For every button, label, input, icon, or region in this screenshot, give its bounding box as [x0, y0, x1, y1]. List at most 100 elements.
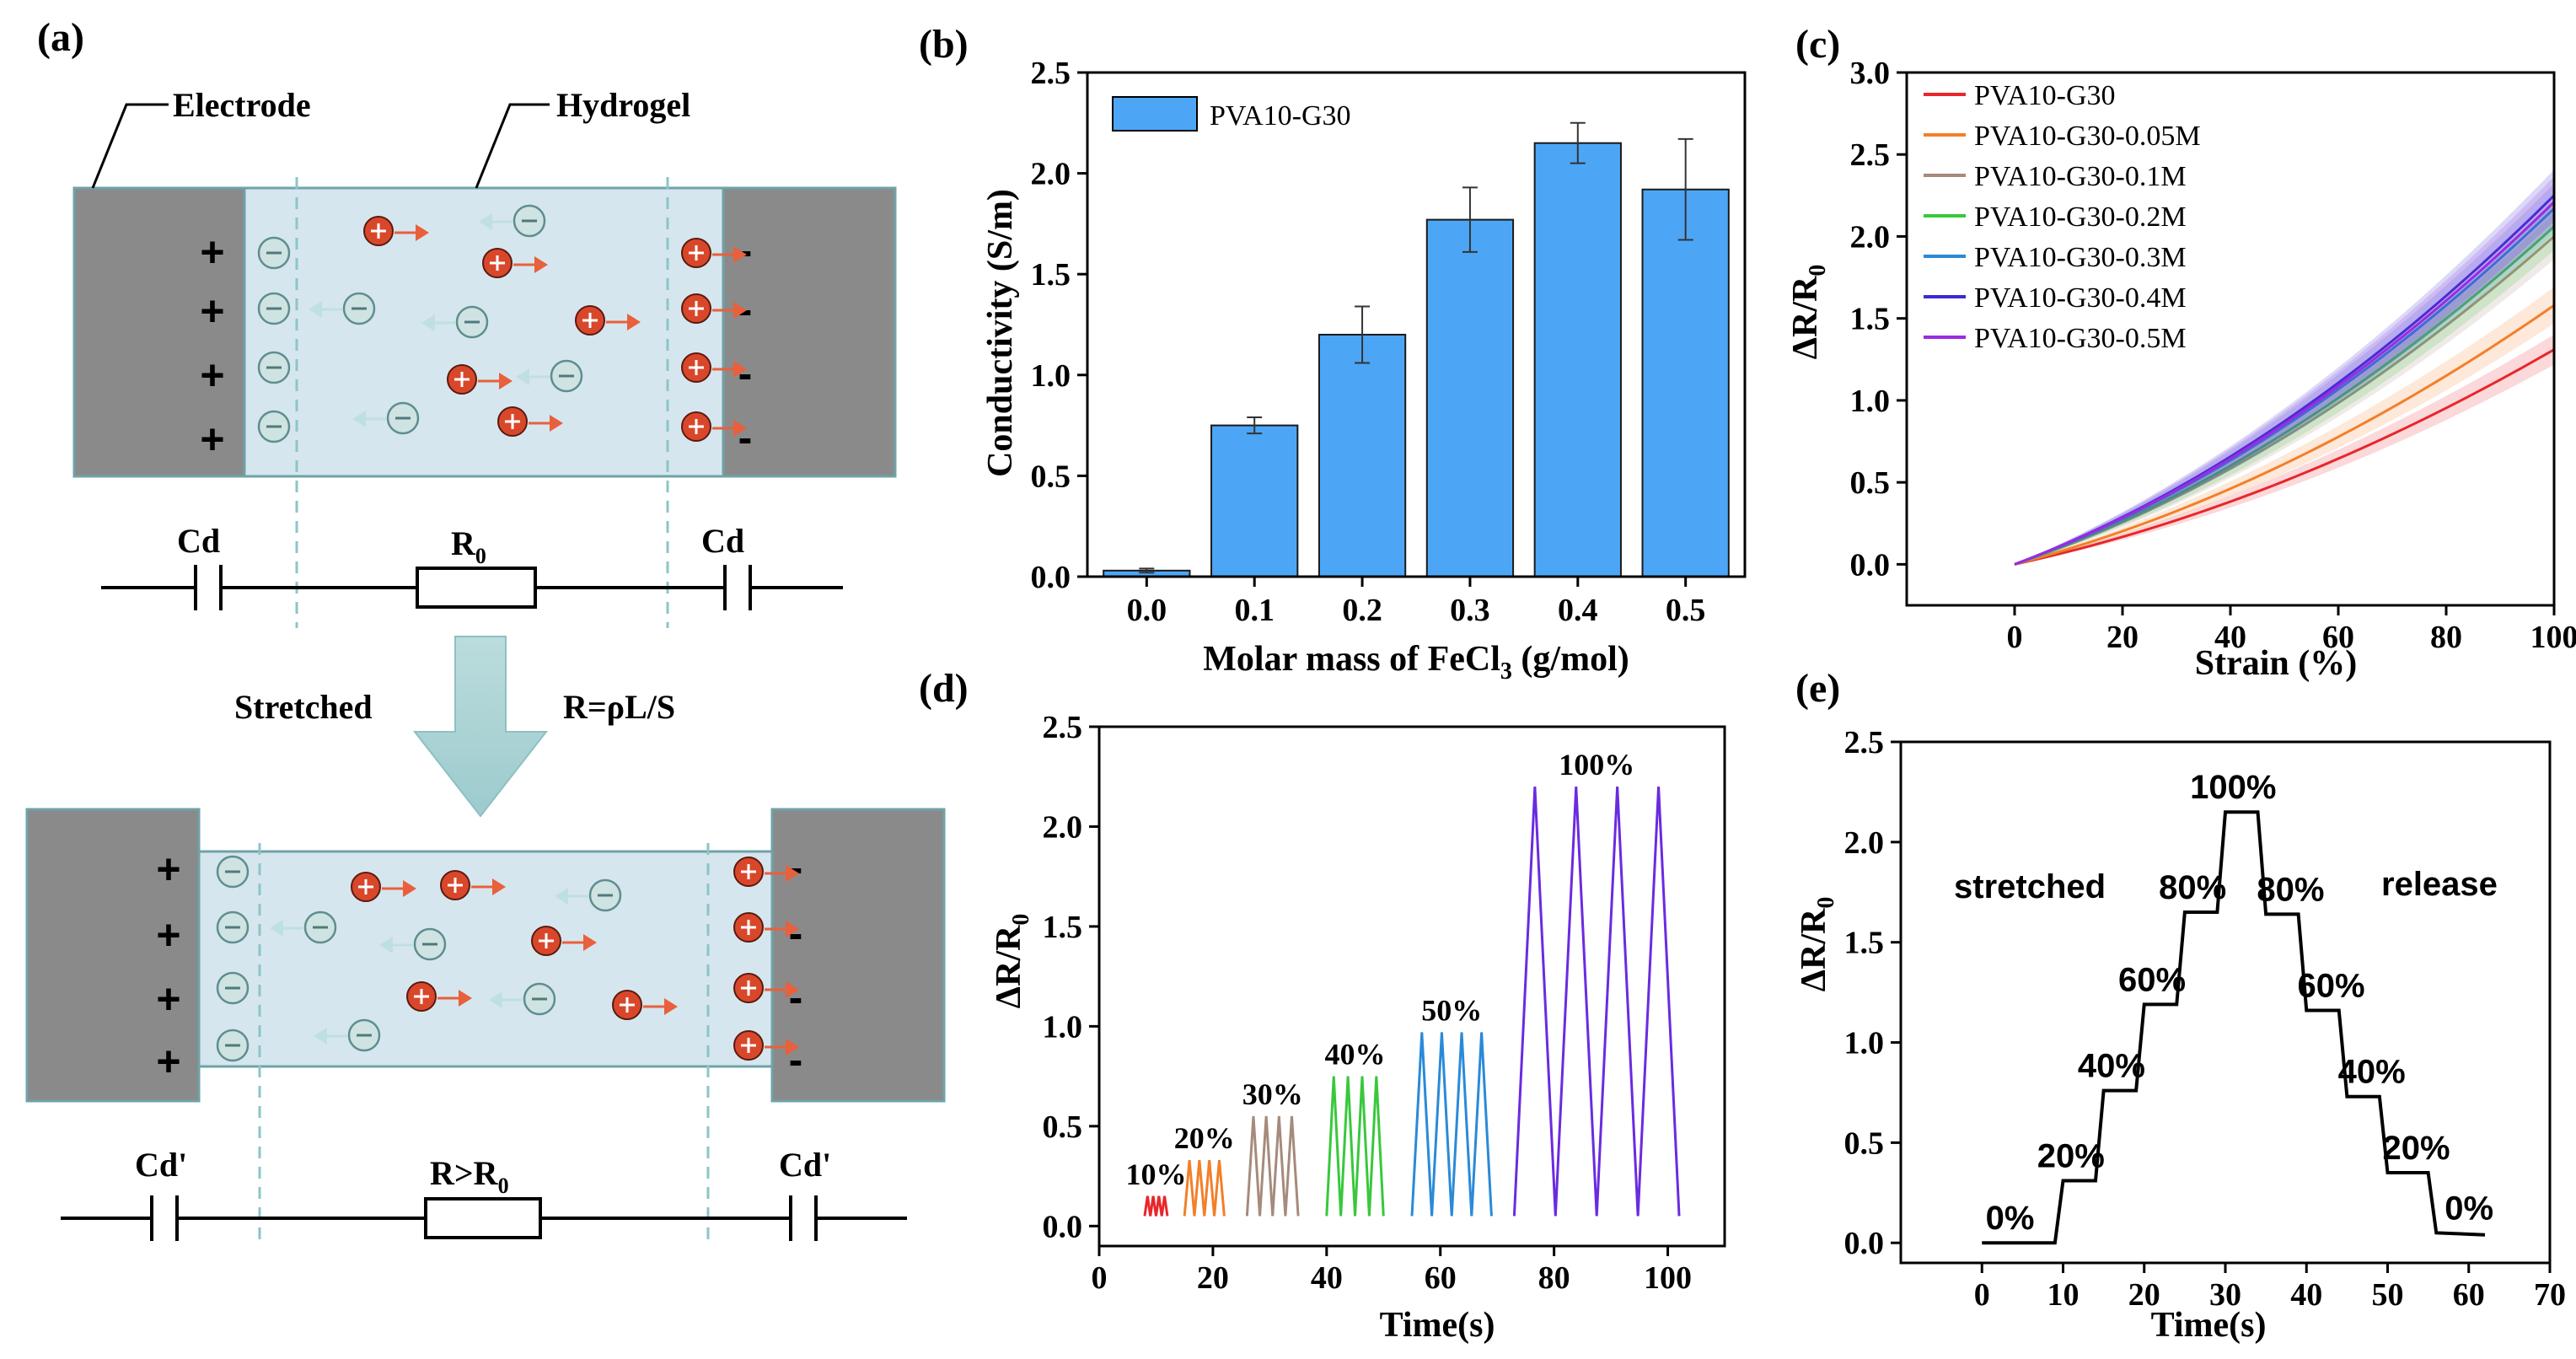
panel-label-a: (a) — [37, 15, 84, 60]
x-tick-label: 20 — [2106, 620, 2139, 655]
drift-arrowhead — [786, 921, 799, 937]
x-tick-label: 0.0 — [1127, 593, 1167, 628]
step-label: 60% — [2297, 968, 2364, 1005]
x-tick-label: 30 — [2209, 1277, 2241, 1313]
x-tick-label: 40 — [1311, 1260, 1343, 1296]
plus-sign: + — [200, 352, 224, 399]
bar — [1425, 218, 1515, 577]
x-tick-label: 0.3 — [1450, 593, 1490, 628]
x-tick-label: 0.2 — [1342, 593, 1382, 628]
cycle-label: 40% — [1325, 1038, 1386, 1072]
x-tick-label: 60 — [2322, 620, 2354, 655]
plus-sign: + — [156, 975, 180, 1023]
plus-mark — [689, 419, 704, 434]
formula-label: R=ρL/S — [563, 688, 675, 726]
cycle-label: 50% — [1421, 993, 1482, 1027]
legend-label: PVA10-G30-0.05M — [1974, 121, 2201, 152]
step-label: 0% — [1986, 1200, 2035, 1237]
cycle-line — [1512, 787, 1681, 1217]
y-tick-label: 2.0 — [1850, 219, 1891, 255]
step-line — [1982, 810, 2486, 1245]
plus-mark — [454, 372, 470, 387]
drift-arrowhead — [499, 373, 513, 389]
step-label: 80% — [2159, 869, 2226, 906]
drift-arrowhead — [459, 990, 472, 1007]
drift-arrowhead — [309, 301, 322, 318]
plus-mark — [414, 989, 429, 1004]
y-tick-label: 3.0 — [1850, 56, 1891, 91]
panel-label-e: (e) — [1795, 666, 1840, 711]
y-tick-label: 1.5 — [1031, 257, 1071, 293]
drift-arrowhead — [403, 880, 416, 897]
c-x-axis-label: Strain (%) — [2195, 644, 2358, 683]
x-tick-label: 60 — [2453, 1277, 2485, 1313]
cd-label-right: Cd — [701, 522, 744, 560]
plus-mark — [689, 301, 704, 316]
hydrogel-label: Hydrogel — [556, 86, 690, 124]
y-tick-label: 2.5 — [1043, 710, 1083, 745]
plus-mark — [448, 878, 463, 893]
b-legend-label: PVA10-G30 — [1210, 100, 1351, 132]
plus-mark — [689, 245, 704, 261]
schematic-panel: Electrode Hydrogel + + + + - - - - Cd Cd R0 Str… — [25, 86, 946, 1241]
drift-arrowhead — [479, 213, 492, 230]
e-y-axis-label: ΔR/R0 — [1795, 897, 1839, 992]
drift-arrowhead — [786, 1039, 799, 1056]
d-y-axis-label: ΔR/R0 — [990, 914, 1034, 1009]
stretch-arrow — [412, 636, 549, 818]
step-response-chart: 0%20%40%60%80%100%80%60%40%20%0%0 10 20 30 4… — [1795, 725, 2566, 1345]
plus-mark — [741, 920, 756, 935]
d-x-axis-label: Time(s) — [1380, 1306, 1495, 1345]
legend-label: PVA10-G30-0.1M — [1974, 161, 2187, 192]
cycle-line — [1245, 1115, 1300, 1217]
drift-arrowhead — [352, 411, 366, 427]
y-tick-label: 0.5 — [1844, 1125, 1885, 1161]
c-y-axis-label: ΔR/R0 — [1786, 265, 1831, 360]
plus-mark — [620, 997, 635, 1013]
y-tick-label: 2.0 — [1844, 825, 1885, 861]
e-stretched-label: stretched — [1954, 868, 2106, 905]
plus-mark — [358, 879, 373, 894]
y-tick-label: 0.0 — [1031, 560, 1071, 595]
y-tick-label: 1.5 — [1043, 910, 1083, 945]
minus-sign: - — [789, 844, 803, 891]
electrode-left-top — [72, 186, 246, 478]
plus-mark — [582, 313, 598, 328]
x-tick-label: 60 — [1425, 1260, 1457, 1296]
drift-arrowhead — [489, 991, 502, 1008]
cycle-line — [1183, 1159, 1226, 1217]
minus-sign: - — [738, 227, 753, 274]
e-x-axis-label: Time(s) — [2151, 1306, 2267, 1345]
cycle-label: 30% — [1242, 1077, 1303, 1111]
plus-mark — [741, 1038, 756, 1053]
y-tick-label: 2.5 — [1850, 137, 1891, 173]
step-label: 100% — [2190, 769, 2276, 806]
series-line — [2014, 303, 2555, 566]
bar — [1641, 188, 1730, 577]
y-tick-label: 0.0 — [1850, 547, 1891, 583]
series-line — [2014, 348, 2555, 566]
drift-arrowhead — [733, 246, 747, 263]
stretched-label: Stretched — [234, 688, 373, 726]
circuit-top — [101, 565, 843, 610]
step-label: 80% — [2257, 871, 2324, 908]
strain-response-chart: 0 20 40 60 80 100 0.0 0.5 1.0 1.5 2.0 2.5 3.0 PVA10-G… — [1786, 56, 2576, 683]
drift-arrowhead — [786, 981, 799, 998]
x-tick-label: 20 — [2128, 1277, 2160, 1313]
plot-frame — [1086, 71, 1747, 578]
b-legend-swatch — [1112, 96, 1198, 132]
y-tick-label: 1.0 — [1031, 358, 1071, 394]
r0-label: R0 — [451, 524, 486, 568]
y-tick-label: 2.0 — [1043, 809, 1083, 845]
electrode-right-top — [722, 186, 897, 478]
plot-frame — [1097, 725, 1726, 1248]
drift-arrowhead — [627, 314, 641, 330]
cd2-label-left: Cd' — [135, 1146, 187, 1184]
series-line — [2014, 201, 2556, 566]
y-tick-label: 1.0 — [1043, 1009, 1083, 1045]
y-tick-label: 1.5 — [1844, 926, 1885, 961]
x-tick-label: 0.5 — [1666, 593, 1706, 628]
electrode-right-bottom — [770, 808, 946, 1103]
drift-arrowhead — [534, 256, 548, 273]
